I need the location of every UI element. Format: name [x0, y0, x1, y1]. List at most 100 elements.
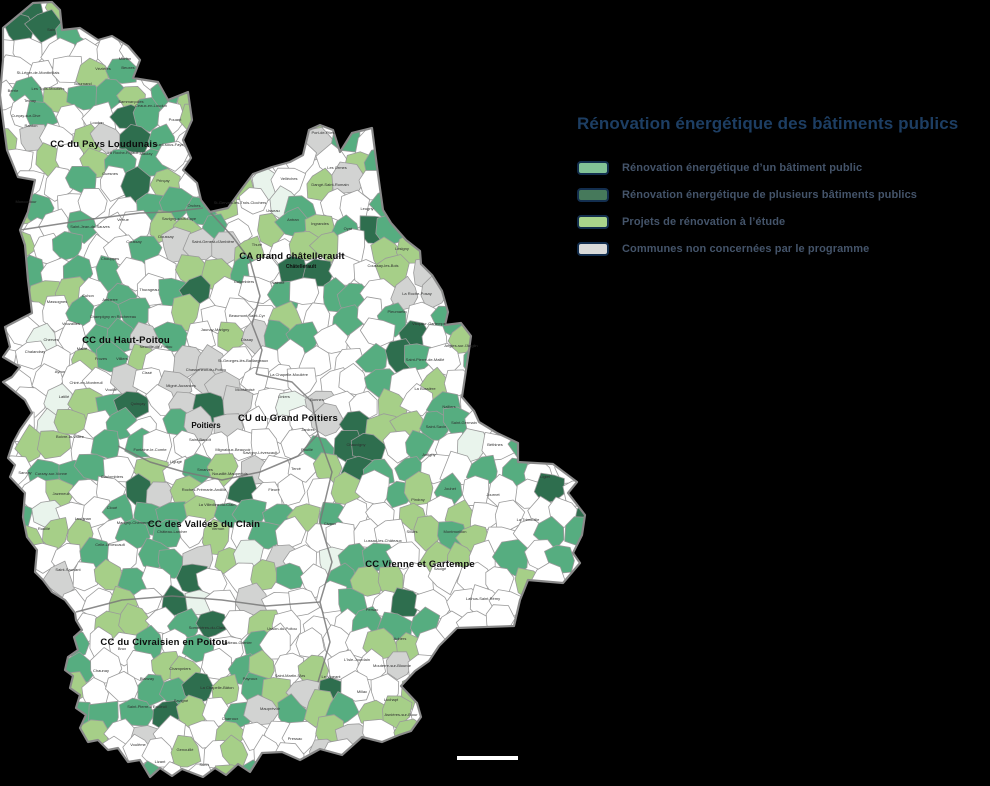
commune-label: Montamisé [235, 387, 255, 392]
commune-label: Lésigny [395, 246, 409, 251]
commune-label: Dissay [241, 337, 253, 342]
commune-label: Saulgé [434, 566, 447, 571]
department-outline [0, 0, 587, 779]
epci-label: CC Vienne et Gartempe [365, 559, 475, 570]
commune-label: Payroux [243, 676, 258, 681]
commune-label: Vellèches [280, 176, 297, 181]
commune-label: Cissé [142, 370, 153, 375]
commune-label: Saint-Sauvant [55, 567, 81, 572]
commune-label: Millac [357, 689, 367, 694]
commune-label: Asnières-sur-Blour [384, 712, 418, 717]
legend-item-label: Projets de rénovation à l’étude [622, 216, 786, 228]
commune-label: Saint-Savin [426, 424, 446, 429]
commune-label: Mouterre-sur-Blourde [373, 663, 412, 668]
commune-label: Saint-Genest-d'Ambière [192, 239, 235, 244]
swatch-single-building [577, 161, 609, 175]
legend-item-not-concerned: Communes non concernées par le programme [577, 242, 985, 256]
commune-label: Sanxay [18, 470, 31, 475]
commune-label: Berrie [8, 88, 19, 93]
commune-label: Saint-Pierre-d'Exideuil [127, 704, 167, 709]
commune-label: St-Léger-de-Montbrillais [17, 70, 60, 75]
commune-label: Dangé-Saint-Romain [311, 182, 348, 187]
epci-label: CC du Pays Loudunais [50, 139, 157, 150]
commune-label: Chouppes [101, 256, 119, 261]
commune-label: Savigny-sous-Faye [162, 216, 197, 221]
commune-label: Le Vigeant [321, 674, 341, 679]
commune-label: Saint-Germain [451, 420, 477, 425]
commune-label: Angles-sur-l'Anglin [444, 343, 477, 348]
commune-label: Morton [119, 56, 131, 61]
commune-label: Cherves [44, 337, 59, 342]
commune-label: Guesnes [102, 171, 118, 176]
commune-label: Marigny-Chémereau [117, 520, 153, 525]
vienne-communes-map: Berrie Ternay Curçay-sur-Dive Ranton Moncont… [0, 0, 587, 779]
commune-label: L'Isle-Jourdain [344, 657, 370, 662]
epci-label: CC du Haut-Poitou [82, 335, 170, 346]
commune-label: Jaunay-Marigny [201, 327, 229, 332]
commune-label: Ligugé [170, 459, 183, 464]
commune-label: St-Georges-lès-Baillargeaux [218, 358, 268, 363]
commune-label: Ranton [25, 123, 38, 128]
commune-label: Doussay [158, 234, 174, 239]
commune-label: Ayron [55, 369, 65, 374]
commune-label: Les Trois-Moutiers [32, 86, 65, 91]
commune-label: Smarves [197, 467, 213, 472]
commune-label: Pressac [288, 736, 302, 741]
commune-label: Jazeneuil [53, 491, 70, 496]
commune-label: Blanzay [140, 676, 154, 681]
commune-label: Civaux [324, 521, 336, 526]
commune-label: Vernon [212, 526, 225, 531]
commune-label: Maulay [140, 151, 153, 156]
commune-label: Fleuré [268, 487, 280, 492]
commune-label: Fontaine-le-Comte [133, 447, 167, 452]
commune-label: La Roche-Posay [402, 291, 432, 296]
commune-label: Montmorillon [444, 529, 467, 534]
commune-label: Moncontour [15, 199, 37, 204]
legend-panel: Rénovation énergétique des bâtiments pub… [577, 114, 985, 269]
commune-label: Naintré [272, 280, 286, 285]
commune-label: La Villedieu-du-Clain [199, 502, 236, 507]
commune-label: Savigny-Lévescault [243, 450, 279, 455]
commune-label: Vouillé [105, 387, 118, 392]
epci-label: CC des Vallées du Clain [148, 519, 260, 530]
commune-label: La Bussière [414, 386, 436, 391]
commune-label: Thurageau [139, 287, 158, 292]
commune-label: Colombiers [234, 279, 254, 284]
commune-label: La Trimouille [517, 517, 540, 522]
commune-label: Neuville-de-Poitou [140, 344, 173, 349]
commune-label: Beaumont Saint-Cyr [229, 313, 266, 318]
commune-label: Chalandray [25, 349, 45, 354]
commune-label: Coussay [126, 239, 142, 244]
commune-label: Sammarçolles [118, 99, 143, 104]
commune-label: Lizant [155, 759, 167, 764]
commune-label: Pindray [411, 497, 425, 502]
commune-label: Lussac-les-Châteaux [364, 538, 402, 543]
commune-label: Nouaillé-Maupertuis [212, 471, 248, 476]
legend-item-label: Rénovation énergétique de plusieurs bâti… [622, 189, 918, 201]
commune-label: Chaunay [93, 668, 109, 673]
commune-label: Pleumartin [387, 309, 406, 314]
commune-label: La Chapelle-Moulière [270, 372, 309, 377]
commune-label: Vouzailles [62, 321, 80, 326]
commune-label: Pouillé [301, 447, 314, 452]
legend-title: Rénovation énergétique des bâtiments pub… [577, 114, 959, 133]
commune-label: Massognes [47, 299, 67, 304]
commune-label: Vézières [95, 66, 111, 71]
commune-label: Charroux [222, 716, 238, 721]
swatch-study-projects [577, 215, 609, 229]
commune-label: Thuré [252, 242, 263, 247]
commune-label: Persac [366, 607, 378, 612]
commune-label: Champigny en Rochereau [90, 314, 136, 319]
commune-label: Cloué [107, 505, 118, 510]
commune-label: Genouillé [177, 747, 195, 752]
commune-label: Champniers [169, 666, 191, 671]
commune-label: Loudun [90, 120, 103, 125]
commune-label: Béthines [487, 442, 503, 447]
city-label: Châtellerault [286, 264, 317, 270]
scale-bar [457, 756, 518, 760]
commune-label: Lusignan [75, 516, 91, 521]
commune-label: Voulême [130, 742, 146, 747]
commune-label: Ternay [24, 98, 36, 103]
commune-label: Celle-Lévescault [95, 542, 125, 547]
